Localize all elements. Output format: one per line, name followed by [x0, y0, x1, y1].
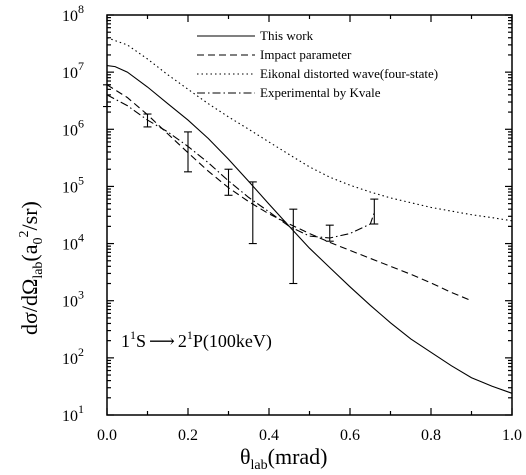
legend-label-impact-parameter: Impact parameter	[260, 47, 352, 62]
x-title-unit: (mrad)	[268, 444, 328, 469]
annot-b: S	[136, 331, 146, 351]
x-tick-labels: 0.0 0.2 0.4 0.6 0.8 1.0	[97, 427, 522, 444]
y-tick-label: 105	[62, 173, 84, 196]
y-title-sup: 2	[17, 230, 32, 237]
annot-c: 2	[178, 331, 187, 351]
annot-sup1: 1	[130, 328, 136, 342]
annot-d: P(100keV)	[193, 331, 272, 352]
x-title-main: θ	[240, 444, 251, 469]
transition-annotation: 11S ⟶ 21P(100keV)	[121, 328, 272, 352]
y-title-sub2: 0	[31, 237, 46, 244]
legend-label-eikonal: Eikonal distorted wave(four-state)	[260, 66, 438, 81]
legend: This work Impact parameter Eikonal disto…	[197, 28, 438, 100]
y-tick-label: 106	[62, 116, 84, 139]
y-axis-title: dσ/dΩlab(a02/sr)	[17, 201, 46, 335]
annot-sup2: 1	[187, 328, 193, 342]
y-tick-labels: 101 102 103 104 105 106 107 108	[62, 2, 84, 425]
y-title-post: /sr)	[17, 201, 42, 230]
y-tick-label: 103	[62, 288, 84, 311]
y-tick-label: 107	[62, 59, 84, 82]
y-tick-label: 104	[62, 231, 84, 254]
x-title-sub: lab	[251, 458, 268, 473]
x-axis-title: θlab(mrad)	[240, 444, 328, 473]
x-tick-label: 1.0	[502, 427, 522, 444]
annot-arrow: ⟶	[149, 331, 175, 351]
series-this-work	[106, 65, 513, 394]
annot-a: 1	[121, 331, 130, 351]
x-tick-label: 0.2	[178, 427, 198, 444]
x-tick-label: 0.0	[97, 427, 117, 444]
y-title-pre: dσ/dΩ	[17, 279, 42, 335]
series-impact-parameter	[106, 84, 472, 302]
legend-label-this-work: This work	[260, 28, 314, 43]
y-tick-label: 101	[62, 402, 84, 425]
y-title-sub1: lab	[31, 262, 46, 279]
x-tick-label: 0.8	[421, 427, 441, 444]
legend-label-experimental: Experimental by Kvale	[260, 85, 381, 100]
x-tick-label: 0.4	[259, 427, 279, 444]
y-title-mid: (a	[17, 244, 42, 261]
error-bars	[103, 84, 379, 285]
series-lines	[106, 37, 513, 394]
y-tick-label: 102	[62, 345, 84, 368]
series-experimental	[106, 94, 375, 239]
series-eikonal	[106, 37, 513, 222]
y-tick-label: 108	[62, 2, 84, 25]
x-tick-label: 0.6	[340, 427, 360, 444]
